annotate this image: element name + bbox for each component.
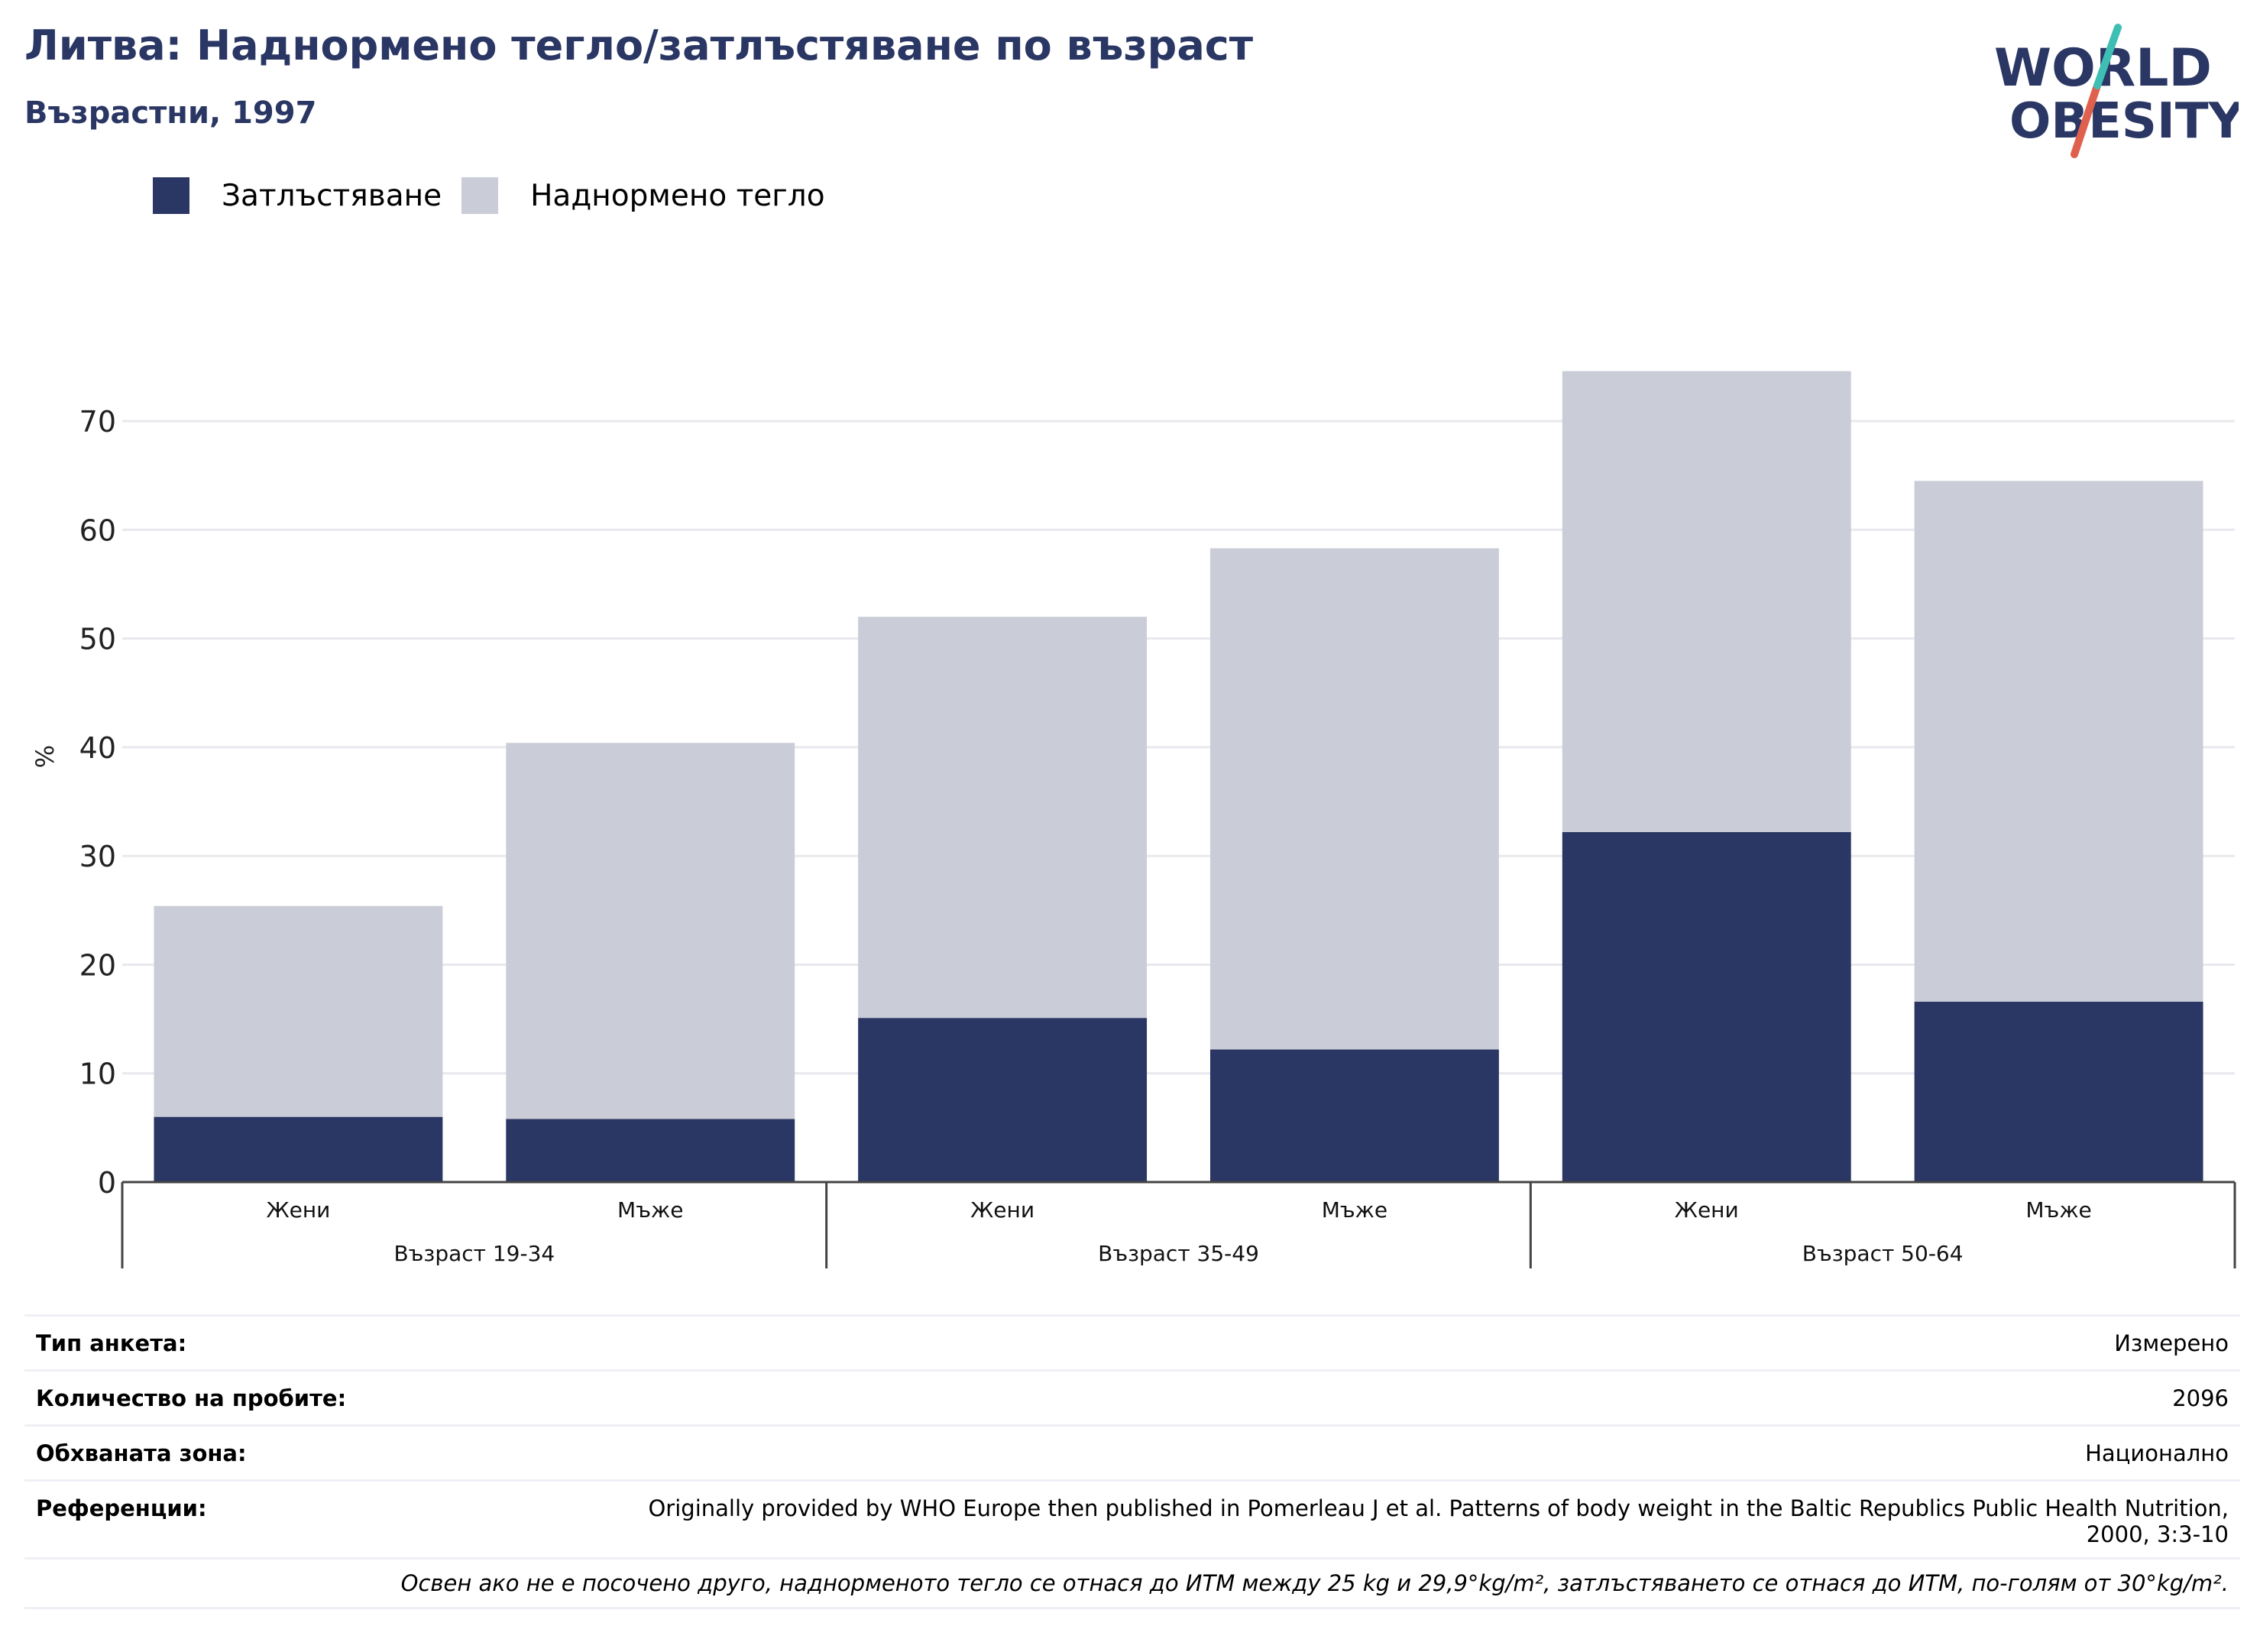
logo-slash-teal [2093, 24, 2122, 89]
info-label-survey-type: Тип анкета: [36, 1330, 187, 1356]
bar-obesity-3 [1209, 1049, 1499, 1182]
bar-obesity-4 [1562, 831, 1851, 1182]
bar-obesity-1 [506, 1119, 795, 1182]
x-tick-label-2: Жени [970, 1197, 1034, 1223]
info-value-references: Originally provided by WHO Europe then p… [648, 1495, 2229, 1547]
legend-swatch-overweight [461, 177, 499, 214]
bar-overweight-0 [154, 905, 443, 1117]
y-axis-label: % [31, 745, 60, 768]
legend-item-obesity[interactable]: Затлъстяване [153, 177, 442, 214]
bar-overweight-3 [1209, 548, 1499, 1050]
info-label-area: Обхваната зона: [36, 1440, 247, 1466]
info-row-sample-size: Количество на пробите: 2096 [24, 1369, 2240, 1424]
legend-label-overweight: Наднормено тегло [530, 178, 825, 213]
logo-text-obesity: OBESITY [2009, 93, 2239, 150]
x-tick-label-5: Мъже [2025, 1197, 2091, 1223]
legend-swatch-obesity [153, 177, 189, 214]
chart-subtitle: Възрастни, 1997 [24, 96, 317, 131]
y-tick-label-70: 70 [79, 405, 116, 439]
group-label-0: Възраст 19-34 [393, 1241, 555, 1266]
bar-overweight-1 [506, 743, 795, 1119]
info-value-sample-size: 2096 [2172, 1385, 2229, 1411]
chart-legend: Затлъстяване Наднормено тегло [153, 174, 845, 217]
x-tick-label-3: Мъже [1322, 1197, 1387, 1223]
world-obesity-logo: WORLD OBESITY [1994, 24, 2239, 158]
x-tick-label-1: Мъже [617, 1197, 683, 1223]
y-tick-label-0: 0 [98, 1166, 116, 1200]
logo-slash-red [2071, 82, 2101, 158]
group-label-1: Възраст 35-49 [1098, 1241, 1259, 1266]
chart-title: Литва: Наднормено тегло/затлъстяване по … [24, 21, 1254, 70]
y-tick-label-40: 40 [79, 731, 116, 765]
bar-obesity-0 [154, 1116, 443, 1182]
bar-overweight-5 [1914, 481, 2203, 1002]
bar-overweight-4 [1562, 371, 1851, 832]
bar-obesity-5 [1914, 1001, 2203, 1182]
y-tick-label-30: 30 [79, 840, 116, 873]
group-label-2: Възраст 50-64 [1802, 1241, 1964, 1266]
y-tick-label-60: 60 [79, 513, 116, 547]
info-row-references: Референции: Originally provided by WHO E… [24, 1479, 2240, 1557]
footnote: Освен ако не е посочено друго, наднормен… [24, 1557, 2240, 1609]
info-table: Тип анкета: Измерено Количество на проби… [24, 1314, 2240, 1609]
bar-overweight-2 [858, 617, 1148, 1019]
info-label-references: Референции: [36, 1495, 207, 1521]
x-tick-label-4: Жени [1675, 1197, 1739, 1223]
info-row-area: Обхваната зона: Национално [24, 1424, 2240, 1479]
info-value-survey-type: Измерено [2114, 1330, 2229, 1356]
bar-obesity-2 [858, 1018, 1148, 1182]
info-row-survey-type: Тип анкета: Измерено [24, 1314, 2240, 1369]
y-tick-label-10: 10 [79, 1058, 116, 1091]
y-tick-label-50: 50 [79, 623, 116, 656]
legend-item-overweight[interactable]: Наднормено тегло [461, 177, 825, 214]
x-tick-label-0: Жени [266, 1197, 330, 1223]
info-value-area: Национално [2085, 1440, 2229, 1466]
bar-chart: 0 10 20 30 40 50 60 70% Жени Мъже Жени Мъже Жени Мъже… [31, 371, 2236, 1268]
info-label-sample-size: Количество на пробите: [36, 1385, 347, 1411]
y-tick-label-20: 20 [79, 948, 116, 982]
legend-label-obesity: Затлъстяване [222, 178, 442, 213]
